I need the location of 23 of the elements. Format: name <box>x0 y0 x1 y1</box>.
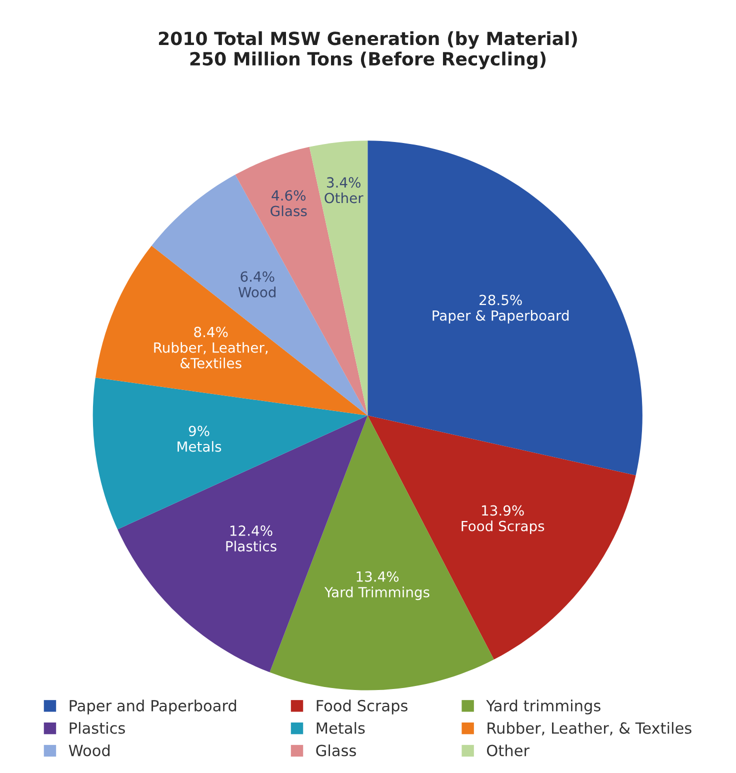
data-label: 3.4% Other <box>324 177 364 204</box>
legend-label: Yard trimmings <box>486 700 600 714</box>
pie-slice <box>95 246 368 416</box>
legend-label: Plastics <box>70 722 125 734</box>
legend-label: Rubber, Leather, & Textiles <box>488 722 692 736</box>
legend-label: Other <box>487 744 530 756</box>
legend-label: Metals <box>316 722 365 734</box>
data-label: 8.4% Rubber, Leather, &Textiles <box>154 326 268 368</box>
pie-slice <box>152 174 368 416</box>
pie-slice <box>368 140 642 476</box>
legend-label: Glass <box>316 744 356 756</box>
legend-label: Wood <box>68 744 110 756</box>
data-label: 28.5% Paper & Paperboard <box>432 294 569 324</box>
data-label: 6.4% Wood <box>238 271 276 298</box>
data-label: 13.4% Yard Trimmings <box>324 571 430 600</box>
data-label: 12.4% Plastics <box>226 525 276 552</box>
chart-title: 2010 Total MSW Generation (by Material) 250 Million Tons (Before Recycling) <box>158 31 577 70</box>
data-label: 9% Metals <box>178 426 222 452</box>
pie-slice <box>309 140 368 416</box>
data-label: 4.6% Glass <box>270 190 307 216</box>
legend-label: Food Scraps <box>316 700 408 714</box>
data-label: 13.9% Food Scraps <box>462 505 544 534</box>
legend-label: Paper and Paperboard <box>70 700 236 714</box>
